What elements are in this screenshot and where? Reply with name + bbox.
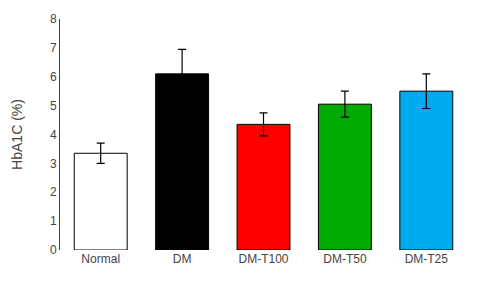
svg-text:DM-T50: DM-T50: [323, 252, 367, 266]
svg-text:DM-T25: DM-T25: [405, 252, 449, 266]
svg-text:6: 6: [50, 70, 57, 84]
svg-text:0: 0: [50, 243, 57, 257]
svg-text:5: 5: [50, 99, 57, 113]
svg-text:4: 4: [50, 128, 57, 142]
svg-text:2: 2: [50, 185, 57, 199]
svg-text:HbA1C (%): HbA1C (%): [9, 99, 25, 170]
svg-text:7: 7: [50, 41, 57, 55]
svg-text:DM-T100: DM-T100: [238, 252, 288, 266]
svg-text:3: 3: [50, 157, 57, 171]
svg-text:DM: DM: [173, 252, 192, 266]
svg-text:Normal: Normal: [81, 252, 120, 266]
svg-text:1: 1: [50, 214, 57, 228]
svg-text:8: 8: [50, 12, 57, 26]
